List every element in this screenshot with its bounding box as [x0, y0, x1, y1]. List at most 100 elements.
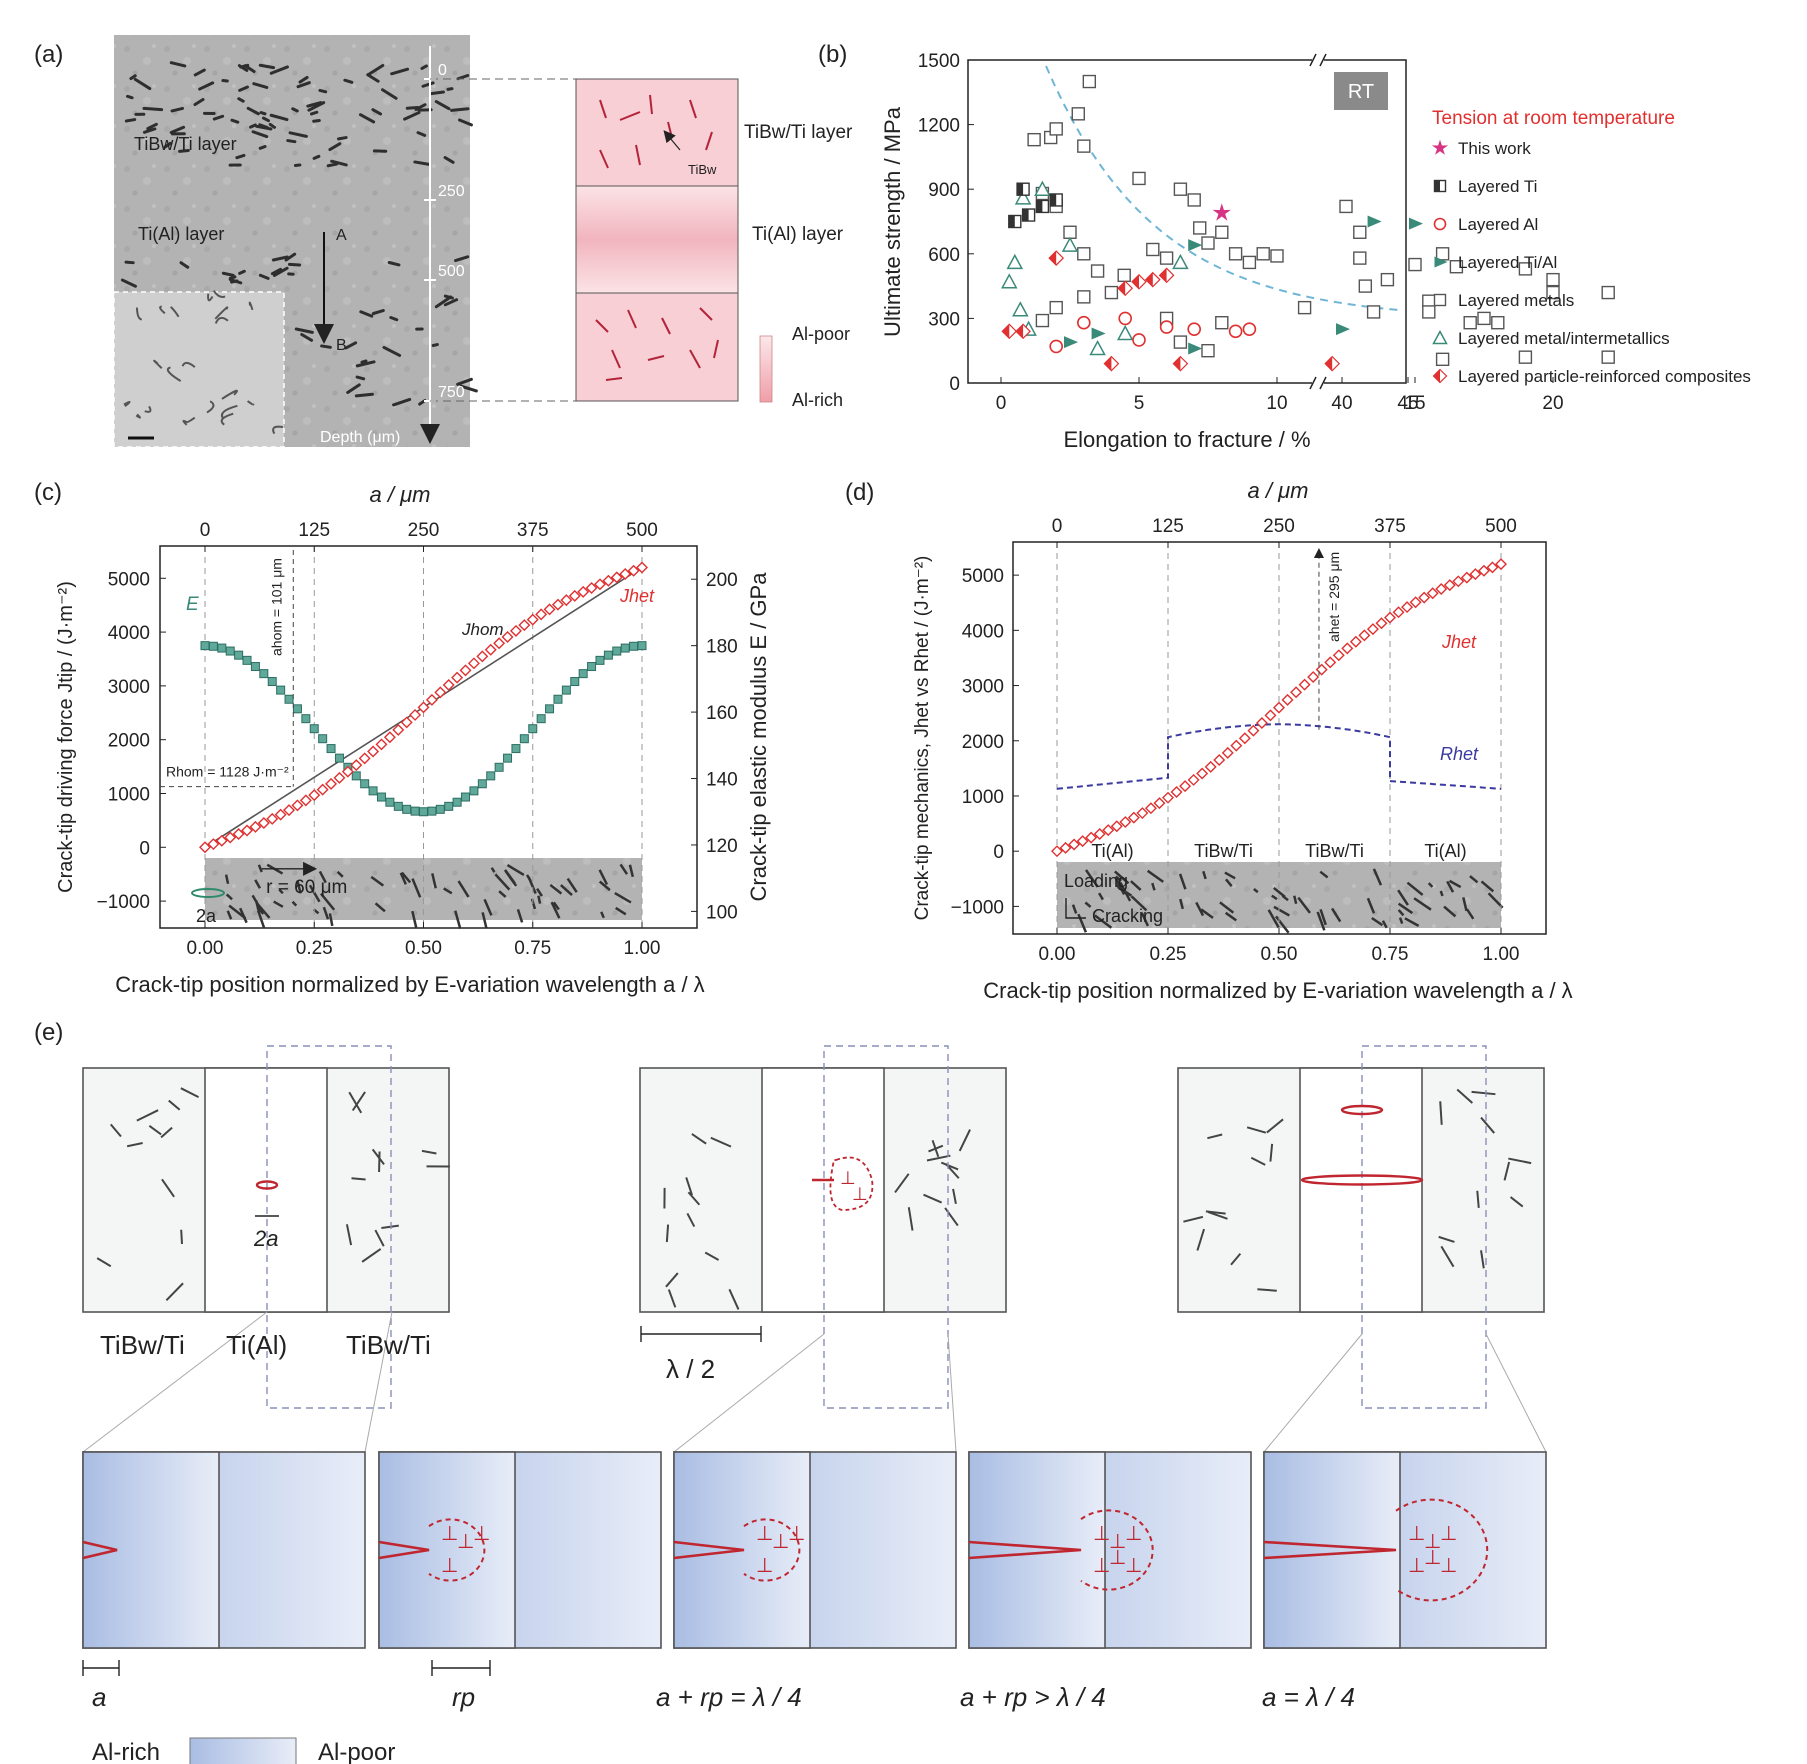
- jhet-point-c: [257, 816, 270, 829]
- jhet-point-c: [316, 783, 329, 796]
- point-square: [1546, 285, 1560, 300]
- whisker: [940, 1161, 959, 1171]
- whisker: [420, 64, 428, 70]
- whisker: [1250, 1156, 1266, 1166]
- strip-whisker: [225, 893, 233, 901]
- whisker: [429, 90, 445, 96]
- inset-stroke: [123, 400, 131, 408]
- legend-marker-fill: [1433, 369, 1440, 383]
- strip-whisker: [1084, 901, 1092, 908]
- x-tick-label-d: 1.00: [1483, 944, 1520, 965]
- whisker: [1509, 1196, 1524, 1208]
- x2-tick-label-c: 125: [298, 520, 330, 541]
- zoom-link: [364, 1311, 393, 1453]
- strip-whisker: [490, 867, 496, 873]
- strip-whisker: [566, 877, 578, 893]
- y-tick-label-b: 900: [928, 180, 960, 201]
- zoom-link: [1485, 1333, 1547, 1453]
- whisker: [228, 277, 243, 285]
- point-triangle: [1001, 273, 1018, 289]
- whisker: [928, 1144, 944, 1153]
- whisker: [109, 1123, 122, 1138]
- point-square: [1601, 350, 1615, 364]
- jhet-point-d: [1051, 845, 1063, 858]
- strip-whisker: [1253, 887, 1259, 894]
- whisker: [413, 160, 431, 166]
- inset-stroke: [272, 425, 284, 435]
- dislocation: ⊥: [441, 1555, 458, 1577]
- y2-tick-label-c: 180: [706, 637, 738, 658]
- e-point: [545, 704, 555, 714]
- schematic-tib-label: TiBw/Ti layer: [744, 122, 853, 143]
- schematic-whisker: [647, 355, 665, 361]
- point-square: [1117, 268, 1131, 283]
- y2-tick-label-c: 200: [706, 570, 738, 591]
- jhet-point-c: [476, 650, 489, 663]
- whisker: [129, 74, 137, 81]
- whisker: [237, 97, 245, 103]
- whisker: [269, 113, 289, 122]
- schematic-whisker: [611, 349, 621, 369]
- point-triangle: [1006, 253, 1024, 270]
- e-point: [259, 669, 269, 679]
- e-point: [284, 694, 294, 704]
- loading-label: Loading: [1064, 871, 1128, 891]
- strip-whisker: [1462, 897, 1468, 912]
- y-tick-label-d: 0: [993, 842, 1004, 863]
- guide-lines-c: [204, 546, 643, 928]
- strip-whisker: [254, 879, 262, 889]
- zoom-left-layer: [378, 1451, 516, 1649]
- legend-entry: Layered metals: [1458, 291, 1574, 310]
- micrograph-inset: [113, 291, 285, 448]
- plastic-zone: [743, 1518, 801, 1582]
- whisker: [371, 108, 382, 116]
- point-square: [1104, 285, 1119, 300]
- jhet-point-c: [535, 608, 548, 621]
- whisker: [416, 131, 427, 137]
- whisker: [389, 316, 399, 322]
- whisker: [958, 1129, 971, 1152]
- x-axis-label-c: Crack-tip position normalized by E-varia…: [115, 972, 704, 997]
- whisker: [414, 103, 427, 111]
- whisker: [431, 343, 439, 348]
- strip-whisker: [598, 869, 609, 886]
- x2-tick-label-d: 375: [1374, 516, 1406, 537]
- schematic-whisker: [595, 319, 609, 333]
- strip-whisker: [318, 870, 327, 884]
- y2-tick-label-c: 140: [706, 770, 738, 791]
- point-b-label: B: [336, 337, 347, 354]
- e-point: [217, 643, 227, 653]
- dislocation: ⊥: [772, 1531, 789, 1553]
- whisker: [1257, 1288, 1277, 1292]
- y-axis-label-b: Ultimate strength / MPa: [880, 106, 905, 337]
- schematic-whisker: [689, 349, 701, 369]
- point-tri-right: [1188, 239, 1203, 252]
- zoom-window: [266, 1045, 392, 1409]
- whisker: [456, 377, 473, 386]
- jhet-point-d: [1273, 701, 1285, 714]
- x2-tick-label-d: 0: [1052, 516, 1063, 537]
- crack-wedge: [378, 1540, 430, 1560]
- e-point: [561, 685, 571, 695]
- dislocation: ⊥: [1424, 1531, 1441, 1553]
- strip-whisker: [1130, 895, 1148, 912]
- y-tick-label-d: 3000: [962, 677, 1004, 698]
- strip-whisker: [504, 869, 516, 885]
- point-diamond-fill: [1118, 281, 1126, 296]
- point-square: [1173, 182, 1188, 196]
- jhet-point-d: [1238, 732, 1251, 745]
- crack-label-c: 2a: [196, 906, 217, 926]
- jhet-point-c: [333, 771, 346, 784]
- point-square: [1380, 272, 1395, 287]
- whisker: [446, 87, 454, 91]
- dislocation: ⊥: [852, 1184, 868, 1204]
- x-tick-label-b: 20: [1542, 393, 1563, 414]
- region-label: TiBw/Ti: [1305, 841, 1364, 861]
- rt-badge-text: RT: [1348, 81, 1374, 103]
- legend-marker: [1433, 179, 1447, 193]
- strip-whisker: [1465, 908, 1475, 920]
- break-mark: [1309, 376, 1317, 390]
- jhet-point-d: [1307, 671, 1320, 684]
- zoom-link: [1263, 1333, 1363, 1453]
- dislocation: ⊥: [756, 1555, 773, 1577]
